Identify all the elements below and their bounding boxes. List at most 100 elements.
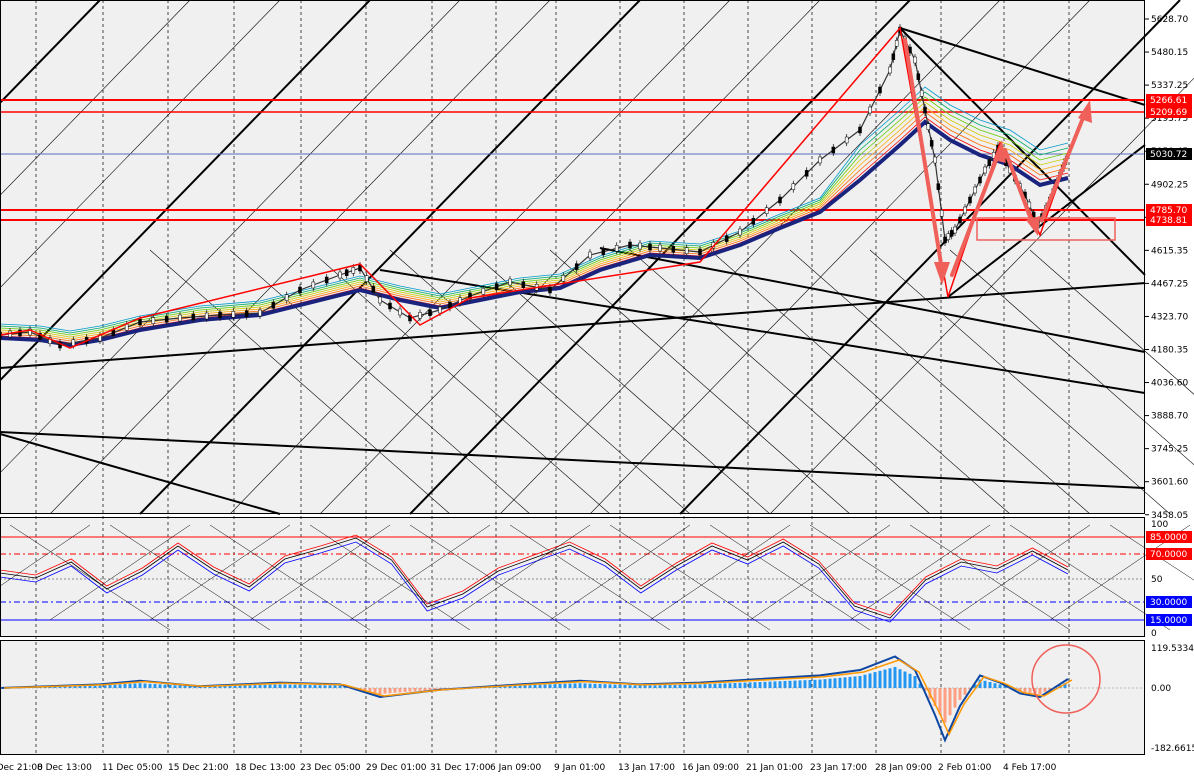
macd-bar [53, 686, 57, 688]
macd-bar [943, 688, 947, 723]
diag-up-line [0, 0, 371, 382]
macd-bar [508, 686, 512, 688]
candle-body [724, 235, 729, 242]
zigzag-line[interactable] [0, 26, 1071, 349]
macd-highlight-circle[interactable] [1031, 644, 1101, 714]
pattern-arrows[interactable] [903, 38, 1085, 277]
macd-bar [858, 676, 862, 688]
arrow-head-down-1 [934, 262, 950, 285]
ma-ribbon [0, 91, 1069, 334]
candle-body [936, 183, 941, 190]
macd-bar [768, 681, 772, 688]
rsi-trend-line [649, 524, 791, 621]
candle-body [298, 286, 302, 294]
macd-bar [88, 685, 92, 688]
macd-bar [418, 688, 422, 691]
macd-bar [203, 686, 207, 688]
macd-bar [903, 671, 907, 688]
rsi-series [0, 524, 1194, 631]
candle-body [638, 242, 642, 250]
rsi-trend-line [909, 524, 1071, 631]
candle-body [398, 308, 402, 316]
macd-bar [188, 686, 192, 688]
macd-bar [328, 685, 332, 688]
macd-bar [613, 684, 617, 688]
macd-panel[interactable] [0, 640, 1145, 755]
macd-bar [233, 685, 237, 688]
macd-bar [868, 673, 872, 688]
candle-body [878, 86, 882, 94]
macd-bar [258, 685, 262, 688]
macd-bar [998, 684, 1002, 688]
candle-body [351, 267, 356, 274]
price-badge-label: 4785.70 [1150, 206, 1187, 216]
price-badge-bg [1146, 94, 1192, 106]
time-tick-label: 16 Jan 09:00 [682, 763, 739, 773]
arrow-down-1[interactable] [903, 38, 944, 272]
macd-bar [783, 681, 787, 688]
macd-bar [963, 688, 967, 695]
macd-bar [168, 685, 172, 688]
candle-body [258, 309, 262, 317]
diag-up-line [0, 0, 461, 474]
rsi-panel[interactable] [0, 517, 1145, 637]
candle-body [561, 275, 566, 282]
candle-body [418, 312, 422, 319]
macd-bar [753, 682, 757, 688]
rsi-blue-line [0, 541, 1069, 623]
candle-body [71, 339, 76, 346]
macd-bar [128, 683, 132, 688]
time-tick-label: 28 Jan 09:00 [875, 763, 932, 773]
macd-bar [423, 688, 427, 691]
macd-bar [303, 684, 307, 688]
candle-body [164, 316, 169, 323]
macd-bar [1063, 683, 1067, 688]
candle-body [751, 218, 756, 225]
candle-body [894, 40, 899, 47]
macd-bar [703, 684, 707, 688]
rsi-badge-bg [1146, 596, 1192, 608]
macd-bar [738, 682, 742, 688]
price-tick-label: 4467.25 [1151, 279, 1188, 289]
candle-body [244, 310, 249, 317]
arrow-down-2[interactable] [1003, 148, 1034, 224]
target-box[interactable] [976, 217, 1116, 241]
macd-bar [278, 684, 282, 688]
macd-bar [148, 683, 152, 688]
macd-bar [623, 685, 627, 688]
main-panel[interactable] [0, 0, 1145, 514]
candle-body [364, 275, 369, 282]
macd-bar [403, 688, 407, 692]
rsi-trend-line [1009, 524, 1171, 631]
macd-bar [78, 686, 82, 688]
rsi-black-line [0, 537, 1069, 619]
candle-body [508, 278, 512, 286]
arrow-up-2[interactable] [1040, 116, 1085, 222]
arrow-up-1[interactable] [950, 153, 1000, 277]
candle-body [38, 333, 42, 340]
macd-bar [713, 683, 717, 688]
macd-bar [43, 686, 47, 688]
diag-up-line [0, 0, 101, 105]
macd-bar [223, 686, 227, 688]
macd-bar [1043, 688, 1047, 692]
macd-bar [648, 685, 652, 688]
rsi-trend-line [449, 524, 591, 621]
macd-axis: 119.5334 0.00 -182.6615 [1151, 644, 1194, 754]
macd-bar [438, 688, 442, 690]
macd-bar [838, 677, 842, 688]
rsi-axis: 100 50 0 [1151, 520, 1168, 639]
candle-body [973, 186, 977, 194]
ma-main [0, 119, 1069, 348]
time-tick-label: 15 Dec 21:00 [168, 763, 229, 773]
macd-bar [238, 685, 242, 688]
macd-bar [583, 683, 587, 688]
macd-bar [953, 688, 957, 708]
candle-body [284, 294, 289, 301]
candle-body [818, 156, 822, 164]
price-tick-label: 3458.05 [1151, 511, 1188, 521]
support-line [0, 282, 1146, 369]
macd-bar [748, 682, 752, 688]
rsi-tick-label: 100 [1151, 520, 1168, 530]
